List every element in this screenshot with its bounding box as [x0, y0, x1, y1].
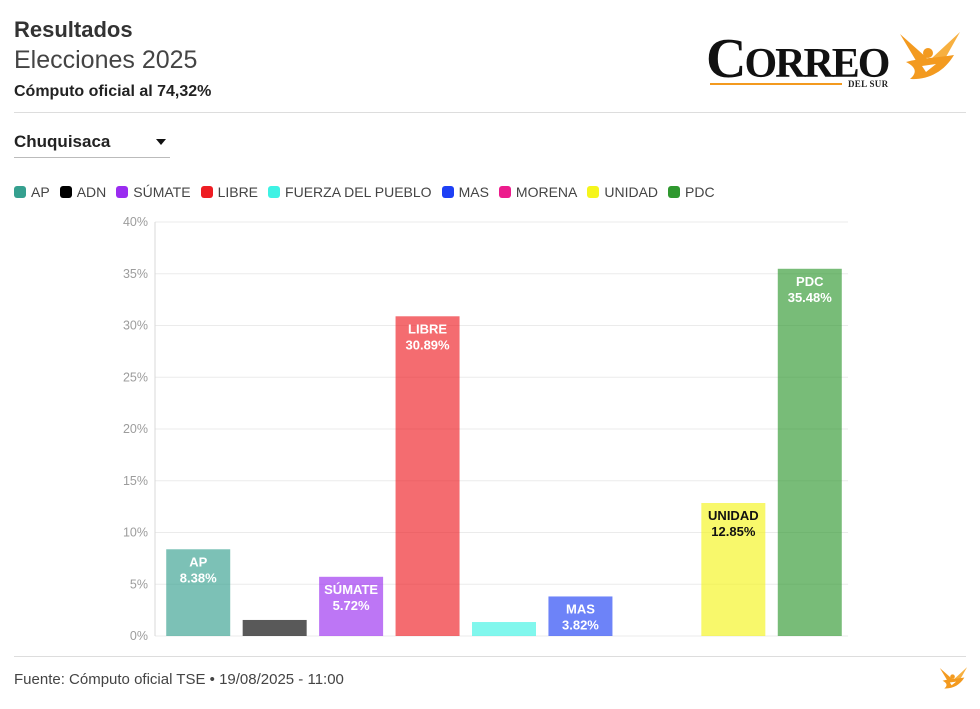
legend-item-pdc[interactable]: PDC	[668, 183, 715, 201]
chevron-down-icon[interactable]	[156, 139, 166, 145]
bird-icon	[939, 667, 968, 689]
bar-libre	[395, 316, 460, 636]
bar-label-unidad: UNIDAD	[708, 508, 759, 523]
legend-label: AP	[31, 184, 50, 200]
legend-swatch	[668, 186, 681, 198]
bird-logo-icon	[900, 32, 960, 80]
legend-item-mas[interactable]: MAS	[441, 183, 489, 201]
legend-label: PDC	[685, 184, 715, 200]
legend-label: LIBRE	[217, 184, 259, 200]
legend-label: SÚMATE	[133, 184, 191, 200]
legend-item-unidad[interactable]: UNIDAD	[587, 183, 658, 201]
bar-value-libre: 30.89%	[406, 337, 451, 352]
bar-value-ap: 8.38%	[180, 570, 217, 585]
y-tick-label: 0%	[130, 629, 148, 643]
legend-swatch	[587, 186, 600, 198]
bar-label-libre: LIBRE	[408, 321, 447, 336]
footer-divider	[14, 656, 966, 657]
legend-swatch	[498, 186, 511, 198]
bar-label-pdc: PDC	[796, 274, 824, 289]
legend-swatch	[14, 186, 26, 198]
bar-unidad	[701, 503, 766, 636]
region-select-value[interactable]: Chuquisaca	[14, 132, 111, 151]
chart-legend: AP ADN SÚMATE LIBRE FUERZA DEL PUEBLO MAS MORE…	[14, 183, 715, 201]
bar-value-unidad: 12.85%	[711, 524, 756, 539]
logo-underline	[710, 83, 842, 85]
bar-value-sumate: 5.72%	[333, 598, 370, 613]
bar-fuerza-del-pueblo	[472, 622, 536, 636]
y-tick-label: 30%	[123, 319, 148, 333]
legend-swatch	[116, 186, 129, 198]
region-select[interactable]: Chuquisaca	[14, 131, 170, 158]
y-tick-label: 35%	[123, 267, 148, 281]
header-divider	[14, 112, 966, 113]
legend-label: MORENA	[515, 184, 578, 200]
y-tick-label: 5%	[130, 577, 148, 591]
bar-value-pdc: 35.48%	[788, 290, 833, 305]
bar-chart: 0% 5% 10% 15% 20% 25% 30% 35% 40% AP8.38% SÚMATE5.…	[123, 215, 848, 643]
bar-label-ap: AP	[189, 554, 207, 569]
legend-swatch	[441, 186, 454, 198]
legend-label: ADN	[76, 184, 107, 200]
bar-pdc	[777, 268, 842, 636]
count-status: Cómputo oficial al 74,32%	[14, 83, 212, 100]
legend-item-sumate[interactable]: SÚMATE	[116, 183, 191, 201]
source-note: Fuente: Cómputo oficial TSE • 19/08/2025…	[14, 671, 344, 688]
correo-del-sur-logo: CORREO DEL SUR	[700, 20, 966, 92]
bar-ap	[166, 549, 231, 636]
header-title: Resultados	[14, 17, 133, 42]
bar-label-mas: MAS	[566, 601, 595, 616]
legend-label: FUERZA DEL PUEBLO	[285, 184, 432, 200]
y-tick-label: 15%	[123, 474, 148, 488]
y-tick-label: 40%	[123, 215, 148, 229]
legend-swatch	[268, 186, 281, 198]
legend-item-adn[interactable]: ADN	[59, 183, 107, 201]
bar-sumate	[319, 576, 384, 636]
legend-item-ap[interactable]: AP	[14, 183, 50, 201]
legend-label: MAS	[458, 184, 489, 200]
header-subtitle: Elecciones 2025	[14, 46, 198, 74]
legend-swatch	[200, 186, 213, 198]
bar-value-mas: 3.82%	[562, 617, 599, 632]
logo-wordmark: CORREO	[706, 28, 890, 90]
bar-adn	[242, 619, 307, 636]
legend-swatch	[59, 186, 72, 198]
logo-tagline: DEL SUR	[848, 79, 889, 89]
legend-item-fuerza-del-pueblo[interactable]: FUERZA DEL PUEBLO	[268, 183, 432, 201]
legend-label: UNIDAD	[604, 184, 659, 200]
y-tick-label: 10%	[123, 526, 148, 540]
y-tick-label: 25%	[123, 370, 148, 384]
legend-item-morena[interactable]: MORENA	[498, 183, 578, 201]
y-tick-label: 20%	[123, 422, 148, 436]
legend-item-libre[interactable]: LIBRE	[200, 183, 259, 201]
bar-label-sumate: SÚMATE	[324, 582, 378, 597]
bar-mas	[548, 596, 613, 636]
